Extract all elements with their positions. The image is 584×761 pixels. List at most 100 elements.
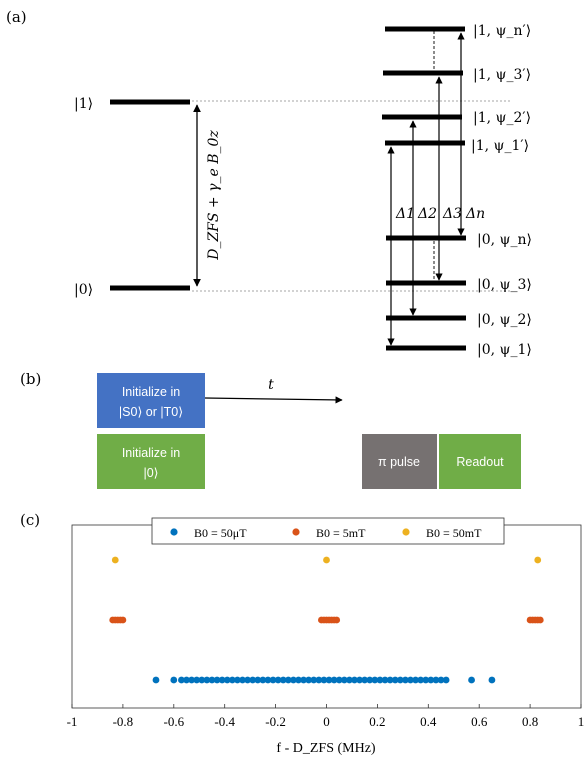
data-point xyxy=(310,676,318,684)
ket-0-psi-n: |0, ψ_n⟩ xyxy=(477,232,532,248)
data-point xyxy=(228,676,236,684)
data-point xyxy=(386,676,394,684)
data-point xyxy=(356,676,363,684)
ket-0-left: |0⟩ xyxy=(74,282,93,298)
init-singlet-line2: |S0⟩ or |T0⟩ xyxy=(119,405,183,419)
data-point xyxy=(249,676,257,684)
legend-marker-50mT xyxy=(402,528,410,536)
pi-pulse-label: π pulse xyxy=(378,455,420,469)
x-tick-label: -0.6 xyxy=(164,714,185,729)
x-tick-label: 0.4 xyxy=(420,714,437,729)
x-axis-label: f - D_ZFS (MHz) xyxy=(276,741,375,756)
data-point xyxy=(417,676,425,684)
data-point xyxy=(279,676,287,684)
x-axis-ticks: -1 -0.8 -0.6 -0.4 -0.2 0 0.2 0.4 0.6 0.8 1 xyxy=(67,704,584,729)
x-tick-label: 0.6 xyxy=(471,714,488,729)
data-point xyxy=(170,676,178,684)
ket-0-psi-2: |0, ψ_2⟩ xyxy=(477,312,532,328)
data-point xyxy=(401,676,409,684)
data-points xyxy=(109,556,544,684)
data-point xyxy=(152,676,160,684)
legend-box xyxy=(151,517,505,545)
x-tick-label: 1 xyxy=(578,714,584,729)
data-point xyxy=(432,676,440,684)
data-point xyxy=(274,676,282,684)
ket-1-left: |1⟩ xyxy=(74,96,93,112)
data-point xyxy=(427,676,435,684)
data-point xyxy=(193,676,201,684)
delta-2-label: Δ2 xyxy=(417,206,437,222)
legend-label-50mT: B0 = 50mT xyxy=(426,526,482,540)
pi-pulse-box xyxy=(362,434,437,489)
init-singlet-box xyxy=(97,373,205,428)
legend-marker-50uT xyxy=(170,528,178,536)
time-arrow xyxy=(204,396,343,404)
data-point xyxy=(259,676,267,684)
readout-label: Readout xyxy=(456,455,504,469)
data-point xyxy=(534,556,542,564)
x-tick-label: -0.2 xyxy=(265,714,286,729)
x-tick-label: 0.8 xyxy=(522,714,538,729)
data-point xyxy=(422,676,430,684)
data-point xyxy=(295,676,302,684)
data-point xyxy=(208,676,216,684)
data-point xyxy=(333,616,341,624)
data-point xyxy=(335,676,343,684)
legend-label-5mT: B0 = 5mT xyxy=(316,526,366,540)
data-point xyxy=(391,676,399,684)
x-tick-label: 0.2 xyxy=(369,714,385,729)
data-point xyxy=(178,676,185,684)
splitting-label: D_ZFS + γ_e B_0z xyxy=(206,130,222,261)
x-tick-label: -0.8 xyxy=(113,714,134,729)
data-point xyxy=(381,676,389,684)
x-tick-label: -1 xyxy=(67,714,78,729)
data-point xyxy=(264,676,272,684)
data-point xyxy=(254,676,262,684)
data-point xyxy=(305,676,313,684)
data-point xyxy=(284,676,292,684)
data-point xyxy=(412,676,419,684)
data-point xyxy=(244,676,252,684)
data-point xyxy=(330,676,338,684)
time-label: t xyxy=(268,377,274,393)
ket-0-psi-3: |0, ψ_3⟩ xyxy=(477,277,532,293)
data-point xyxy=(223,676,231,684)
data-point xyxy=(315,676,323,684)
data-point xyxy=(269,676,277,684)
delta-3-label: Δ3 xyxy=(442,206,462,222)
data-point xyxy=(320,676,328,684)
data-point xyxy=(111,556,119,564)
legend-marker-5mT xyxy=(292,528,300,536)
data-point xyxy=(442,676,450,684)
init-zero-line1: Initialize in xyxy=(122,446,180,460)
data-point xyxy=(234,676,241,684)
data-point xyxy=(213,676,221,684)
data-point xyxy=(203,676,211,684)
data-point xyxy=(366,676,374,684)
delta-1-label: Δ1 xyxy=(395,206,415,222)
ket-1-psi-2: |1, ψ_2′⟩ xyxy=(473,110,531,126)
data-point xyxy=(325,676,333,684)
init-zero-box xyxy=(97,434,205,489)
data-point xyxy=(290,676,297,684)
ket-1-psi-3: |1, ψ_3′⟩ xyxy=(473,67,531,83)
data-point xyxy=(536,616,544,624)
data-point xyxy=(218,676,226,684)
init-singlet-line1: Initialize in xyxy=(122,385,180,399)
init-zero-line2: |0⟩ xyxy=(143,466,158,480)
data-point xyxy=(376,676,384,684)
data-point xyxy=(407,676,414,684)
readout-box xyxy=(439,434,521,489)
data-point xyxy=(300,676,307,684)
data-point xyxy=(468,676,475,684)
data-point xyxy=(183,676,190,684)
x-tick-label: 0 xyxy=(323,714,330,729)
panel-label-b: (b) xyxy=(20,370,41,388)
ket-1-psi-1: |1, ψ_1′⟩ xyxy=(471,138,529,154)
data-point xyxy=(346,676,353,684)
legend-label-50uT: B0 = 50μT xyxy=(194,526,247,540)
legend: B0 = 50μT B0 = 5mT B0 = 50mT xyxy=(151,517,505,545)
panel-label-c: (c) xyxy=(20,511,40,529)
ket-0-psi-1: |0, ψ_1⟩ xyxy=(477,342,532,358)
